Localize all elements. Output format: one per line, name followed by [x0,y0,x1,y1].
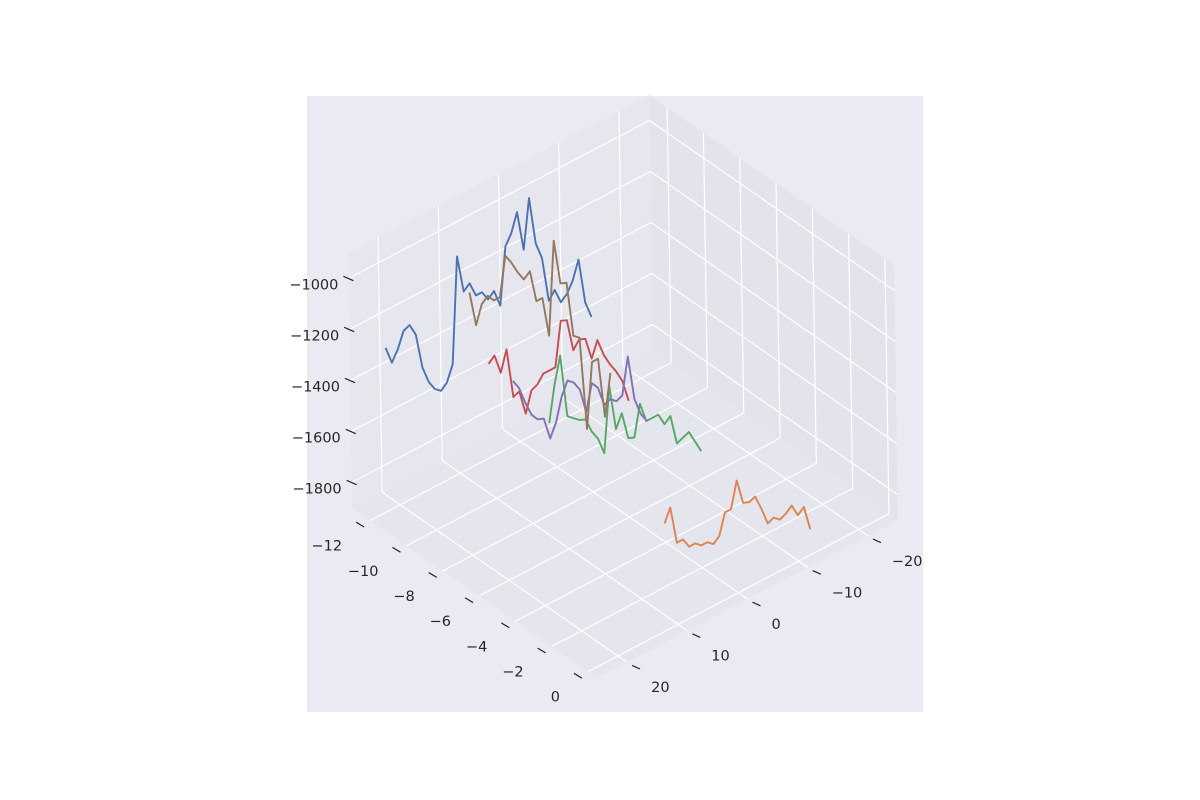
gridline-y-floor [551,487,853,648]
z-tick-label: −1400 [291,380,340,396]
y-tick-mark [537,647,546,654]
y-tick-mark [501,622,510,629]
z-tick-mark [346,479,357,486]
gridline-z-ywall [350,272,653,433]
y-tick-mark [573,672,583,679]
z-tick-mark [343,275,354,282]
gridline-z-ywall [348,170,651,331]
gridline-x-floor [502,428,748,600]
x-tick-mark [872,538,882,544]
gridline-z-xwall [649,120,895,291]
series-line-3 [548,354,703,455]
series-line-1 [384,197,593,392]
x-tick-mark [692,633,701,638]
gridline-x-floor [622,365,869,537]
y-tick-label: 0 [551,690,560,706]
x-tick-mark [752,601,761,607]
gridline-y-floor [478,437,781,597]
z-tick-mark [344,377,356,384]
z-tick-label: −1000 [289,278,338,294]
gridline-z-xwall [652,324,898,495]
tick-labels: −20−1001020−12−10−8−6−4−20−1800−1600−140… [289,278,922,706]
z-tick-mark [345,428,357,435]
y-tick-mark [464,597,474,604]
series-line-5 [512,355,648,440]
series-line-4 [487,319,630,415]
z-tick-mark [343,326,355,333]
gridline-z-xwall [650,222,897,393]
gridline-x-floor [441,460,688,632]
x-tick-mark [812,570,821,575]
y-tick-label: −10 [348,564,379,580]
gridline-z-ywall [348,119,650,280]
y-tick-mark [428,572,438,578]
x-tick-mark [631,664,641,670]
gridline-y-floor [369,362,672,522]
x-tick-label: 0 [772,617,781,633]
y-tick-label: −2 [502,665,523,681]
y-tick-mark [392,546,401,553]
gridline-z-xwall [651,273,898,444]
series-line-6 [468,239,612,430]
series-lines [384,197,812,548]
gridline-x-floor [381,491,628,663]
gridlines [348,107,898,673]
x-tick-label: 20 [651,680,669,696]
y-tick-label: −12 [312,539,343,555]
z-tick-label: −1800 [293,482,342,498]
y-tick-mark [355,521,365,528]
y-tick-label: −4 [466,639,487,655]
gridline-z-xwall [649,171,896,342]
gridline-y-floor [515,462,817,622]
gridline-y-floor [587,513,890,673]
y-tick-label: −6 [430,614,451,630]
x-tick-label: −20 [892,554,923,570]
y-tick-label: −8 [393,589,414,605]
tick-marks [343,275,882,679]
gridline-x-floor [562,396,809,568]
series-line-2 [663,479,812,548]
x-tick-label: −10 [832,585,863,601]
z-tick-label: −1200 [290,329,339,345]
z-tick-label: −1600 [292,431,341,447]
x-tick-label: 10 [711,649,729,665]
